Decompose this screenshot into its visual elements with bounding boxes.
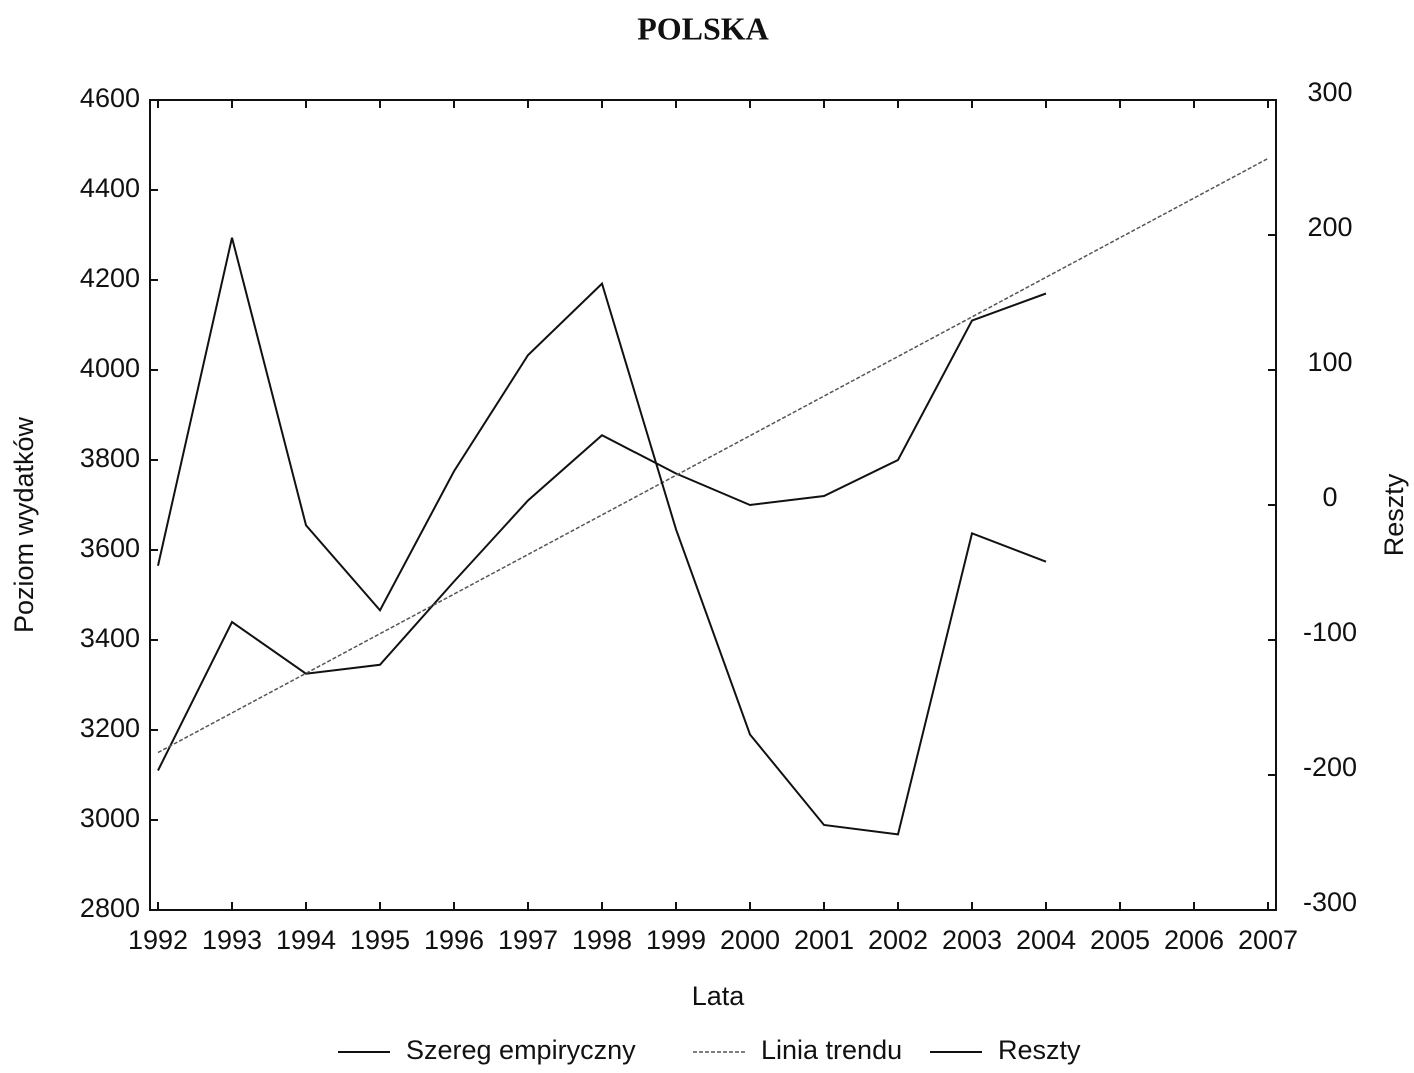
x-tick-label: 1998 [572, 925, 632, 955]
y2-tick-label: 300 [1307, 77, 1352, 107]
x-tick-label: 1993 [202, 925, 262, 955]
y-tick-label: 3000 [80, 803, 140, 833]
x-tick-label: 2002 [868, 925, 928, 955]
x-tick-label: 2004 [1016, 925, 1076, 955]
series-line [157, 237, 1047, 836]
y-axis-label: Poziom wydatków [9, 416, 39, 633]
y2-axis-label: Reszty [1379, 473, 1409, 556]
legend-label: Szereg empiryczny [406, 1035, 636, 1065]
plot-frame [149, 99, 1277, 911]
x-tick-label: 1995 [350, 925, 410, 955]
y2-tick-label: -100 [1303, 617, 1357, 647]
y-tick-label: 2800 [80, 893, 140, 923]
y2-tick-label: 100 [1307, 347, 1352, 377]
x-tick-label: 1992 [128, 925, 188, 955]
y-tick-label: 3600 [80, 533, 140, 563]
x-tick-label: 2007 [1238, 925, 1298, 955]
x-tick-label: 1996 [424, 925, 484, 955]
x-axis-label: Lata [692, 981, 746, 1011]
y-tick-label: 3400 [80, 623, 140, 653]
series-line [157, 292, 1047, 771]
x-tick-label: 1997 [498, 925, 558, 955]
legend-label: Reszty [998, 1035, 1081, 1065]
x-tick-label: 1994 [276, 925, 336, 955]
y-tick-label: 3200 [80, 713, 140, 743]
x-tick-label: 2003 [942, 925, 1002, 955]
x-tick-label: 2005 [1090, 925, 1150, 955]
y-tick-label: 4000 [80, 353, 140, 383]
y-tick-label: 4400 [80, 173, 140, 203]
y-tick-label: 4200 [80, 263, 140, 293]
y2-tick-label: -300 [1303, 887, 1357, 917]
y2-tick-label: 200 [1307, 212, 1352, 242]
y2-tick-label: -200 [1303, 752, 1357, 782]
x-tick-label: 2000 [720, 925, 780, 955]
chart-title: POLSKA [637, 10, 769, 46]
legend-label: Linia trendu [761, 1035, 902, 1065]
y2-tick-label: 0 [1322, 482, 1337, 512]
x-tick-label: 1999 [646, 925, 706, 955]
x-tick-label: 2001 [794, 925, 854, 955]
y-tick-label: 3800 [80, 443, 140, 473]
series-line [157, 157, 1269, 754]
x-tick-label: 2006 [1164, 925, 1224, 955]
y-tick-label: 4600 [80, 83, 140, 113]
